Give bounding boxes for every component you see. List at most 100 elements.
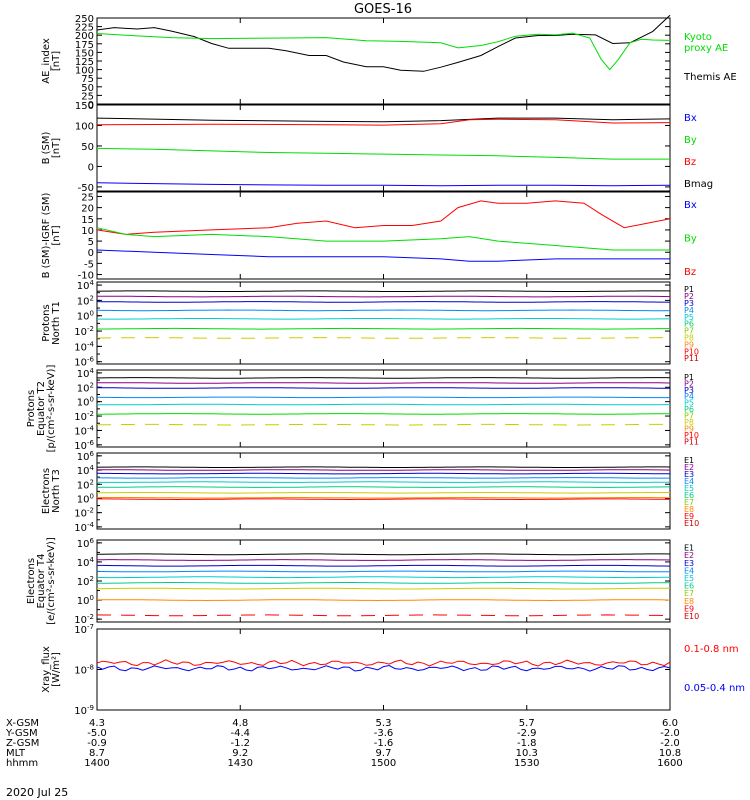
legend-entry: E10: [684, 519, 699, 528]
y-tick-label: 0: [88, 100, 94, 111]
x-row-label: Y-GSM: [5, 728, 38, 739]
legend-entry: By: [684, 234, 697, 245]
series-line: [97, 587, 671, 590]
legend-entry: E10: [684, 612, 699, 621]
legend-entry: 0.1-0.8 nm: [684, 644, 739, 655]
legend-entry: P6: [684, 405, 694, 414]
x-tick-label: -5.0: [87, 728, 107, 739]
x-tick-label: -0.9: [87, 738, 107, 749]
y-tick-label: 100: [77, 492, 94, 505]
y-axis-label: [e/(cm²-s-sr-keV)]: [46, 537, 57, 625]
y-tick-label: 106: [77, 450, 95, 463]
series-line: [97, 295, 671, 298]
y-tick-label: 10-4: [74, 424, 94, 437]
y-tick-label: 104: [77, 367, 95, 380]
y-tick-label: -10: [78, 271, 94, 282]
series-line: [97, 327, 671, 330]
legend-entry: P8: [684, 334, 694, 343]
legend-entry: E4: [684, 566, 694, 575]
legend-entry: E6: [684, 491, 694, 500]
series-line: [96, 118, 671, 126]
x-tick-label: 9.7: [376, 748, 392, 759]
series-line: [96, 301, 671, 303]
x-tick-label: 8.7: [89, 748, 105, 759]
y-axis-label: [W/m²]: [51, 652, 62, 687]
x-tick-label: -2.9: [517, 728, 537, 739]
legend-entry: P10: [684, 431, 699, 440]
series-line: [96, 14, 671, 72]
date-label: 2020 Jul 25: [6, 786, 68, 799]
x-row-label: X-GSM: [6, 718, 39, 729]
legend-entry: 0.05-0.4 nm: [684, 683, 745, 694]
legend-entry: By: [684, 135, 697, 146]
y-tick-label: 10-8: [74, 664, 94, 677]
legend-entry: Bmag: [684, 179, 713, 190]
y-tick-label: 102: [77, 575, 94, 588]
y-tick-label: 175: [75, 40, 94, 51]
y-tick-label: 0: [88, 162, 94, 173]
y-axis-label: B (SM)-IGRF (SM): [41, 193, 52, 279]
legend-entry: P5: [684, 313, 694, 322]
x-tick-label: 1430: [228, 758, 253, 769]
legend-entry: Themis AE: [683, 72, 737, 83]
y-axis-label: Electrons: [41, 468, 52, 514]
legend-entry: Bx: [684, 200, 697, 211]
legend-entry: E9: [684, 512, 694, 521]
series-line: [96, 466, 671, 468]
x-tick-label: 1530: [514, 758, 539, 769]
series-line: [96, 582, 671, 584]
legend-entry: P4: [684, 306, 694, 315]
y-tick-label: 104: [77, 464, 95, 477]
panel-8: 10-9 10-8 10-7 Xray_flux [W/m²] 0.1-0.8 nm 0.0…: [41, 623, 745, 717]
series-line: [96, 570, 670, 573]
series-line: [96, 309, 671, 312]
legend-entry: Bz: [684, 267, 696, 278]
legend-entry: E4: [684, 477, 694, 486]
x-row-label: hhmm: [6, 758, 38, 769]
legend-entry: E2: [684, 463, 694, 472]
series-line: [96, 472, 670, 475]
y-axis-label: [p/(cm²-s-sr-keV)]: [46, 365, 57, 453]
legend-entry: E8: [684, 505, 694, 514]
legend-entry: E8: [684, 597, 694, 606]
y-tick-label: 75: [81, 74, 94, 85]
legend-entry: E1: [684, 544, 694, 553]
y-tick-label: 10-4: [74, 521, 94, 534]
y-tick-label: 5: [88, 237, 94, 248]
series-line: [97, 382, 671, 384]
legend-entry: P8: [684, 418, 694, 427]
legend-entry: P11: [684, 354, 699, 363]
x-row-label: MLT: [6, 748, 26, 759]
x-tick-label: -1.2: [230, 738, 250, 749]
x-tick-label: 5.7: [519, 718, 535, 729]
y-tick-label: 10: [81, 226, 94, 237]
panel-frame: [96, 104, 671, 192]
legend-entry: P2: [684, 292, 694, 301]
y-tick-label: 15: [81, 215, 94, 226]
y-tick-label: 102: [77, 381, 94, 394]
y-tick-label: 102: [77, 294, 94, 307]
y-axis-label: Protons: [26, 390, 37, 427]
legend-entry: P9: [684, 340, 694, 349]
series-line: [96, 614, 671, 617]
x-tick-label: 5.3: [376, 718, 392, 729]
series-line: [96, 290, 670, 292]
y-tick-label: 25: [81, 91, 94, 102]
series-line: [96, 182, 671, 187]
y-tick-label: 10-2: [74, 410, 94, 423]
x-tick-label: 10.8: [659, 748, 681, 759]
series-line: [96, 227, 670, 251]
legend-entry: E3: [684, 559, 694, 568]
y-tick-label: 10-9: [74, 704, 94, 717]
series-line: [97, 576, 671, 579]
legend-entry: P11: [684, 437, 699, 446]
y-tick-label: 104: [77, 556, 95, 569]
y-tick-label: 50: [81, 83, 94, 94]
y-tick-label: 100: [77, 396, 94, 409]
series-line: [96, 249, 670, 262]
y-axis-label: Protons: [41, 304, 52, 341]
series-line: [96, 387, 670, 389]
